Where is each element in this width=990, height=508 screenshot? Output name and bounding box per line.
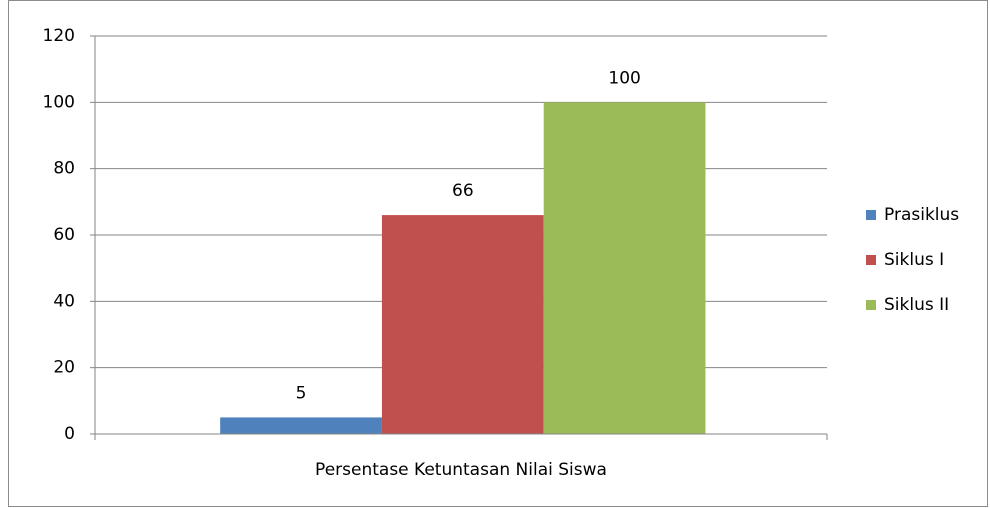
y-tick-label: 0: [64, 424, 75, 444]
bar: [543, 102, 706, 434]
y-tick-label: 100: [43, 92, 75, 112]
x-tick-label: Persentase Ketuntasan Nilai Siswa: [315, 460, 607, 480]
y-tick-label: 120: [43, 26, 75, 46]
legend-swatch: [866, 300, 876, 310]
legend-label: Siklus II: [884, 295, 949, 315]
bar: [220, 417, 382, 434]
data-label: 66: [452, 181, 474, 201]
legend-swatch: [866, 210, 876, 220]
data-label: 5: [296, 383, 307, 403]
data-label: 100: [608, 68, 640, 88]
y-tick-label: 80: [53, 159, 75, 179]
y-tick-label: 60: [53, 225, 75, 245]
legend-label: Prasiklus: [884, 205, 959, 225]
y-tick-label: 20: [53, 358, 75, 378]
y-tick-label: 40: [53, 291, 75, 311]
bar: [381, 215, 544, 434]
legend-label: Siklus I: [884, 250, 944, 270]
legend-swatch: [866, 255, 876, 265]
